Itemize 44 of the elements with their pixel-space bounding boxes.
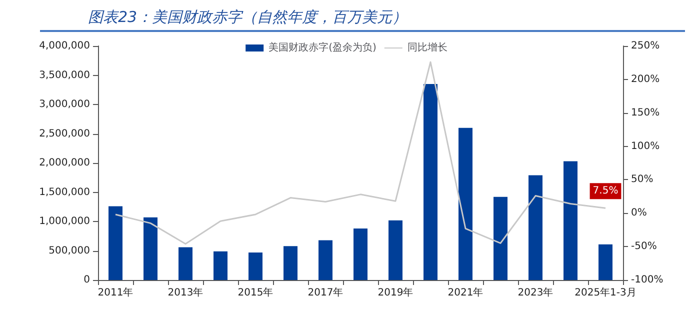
y-tick-label: 2,500,000 (39, 128, 90, 140)
y2-tick-label: -100% (631, 274, 664, 286)
legend-label: 美国财政赤字(盈余为负) (268, 42, 376, 54)
bar (248, 252, 262, 280)
y2-tick-label: 50% (631, 174, 654, 186)
bar (178, 247, 192, 280)
y-tick-label: 500,000 (48, 245, 90, 256)
data-label: 7.5% (592, 186, 618, 197)
x-tick-label: 2013年 (168, 286, 204, 298)
bar (214, 251, 228, 280)
y2-tick-label: 0% (631, 208, 647, 219)
y-tick-label: 1,500,000 (39, 186, 90, 198)
bar (354, 228, 368, 280)
chart-title: 图表23：美国财政赤字（自然年度，百万美元） (40, 0, 685, 32)
x-tick-label: 2019年 (378, 286, 414, 298)
x-tick-label: 2023年 (518, 286, 554, 298)
y2-tick-label: 250% (631, 40, 660, 52)
bar (108, 206, 122, 280)
bar (144, 217, 158, 280)
bar (458, 128, 472, 280)
y2-tick-label: 200% (631, 74, 660, 85)
y2-tick-label: 100% (631, 140, 660, 152)
legend-label: 同比增长 (407, 42, 448, 54)
bar (388, 220, 402, 280)
bar (318, 240, 332, 280)
y-tick-label: 4,000,000 (39, 40, 90, 52)
bar (564, 161, 578, 280)
bar (528, 175, 542, 280)
bar (494, 196, 508, 280)
y2-tick-label: -50% (631, 241, 657, 252)
bar (424, 84, 438, 280)
y2-tick-label: 150% (631, 107, 660, 118)
y-tick-label: 1,000,000 (39, 216, 90, 227)
x-tick-label: 2011年 (98, 286, 134, 298)
x-tick-label: 2025年1-3月 (574, 286, 636, 298)
bar (598, 244, 612, 280)
y-tick-label: 3,000,000 (39, 99, 90, 110)
y-tick-label: 3,500,000 (39, 70, 90, 81)
y-tick-label: 2,000,000 (39, 158, 90, 168)
x-tick-label: 2015年 (238, 286, 274, 298)
x-tick-label: 2021年 (448, 286, 484, 298)
bar (284, 246, 298, 280)
x-tick-label: 2017年 (308, 286, 344, 298)
y-tick-label: 0 (84, 274, 90, 286)
